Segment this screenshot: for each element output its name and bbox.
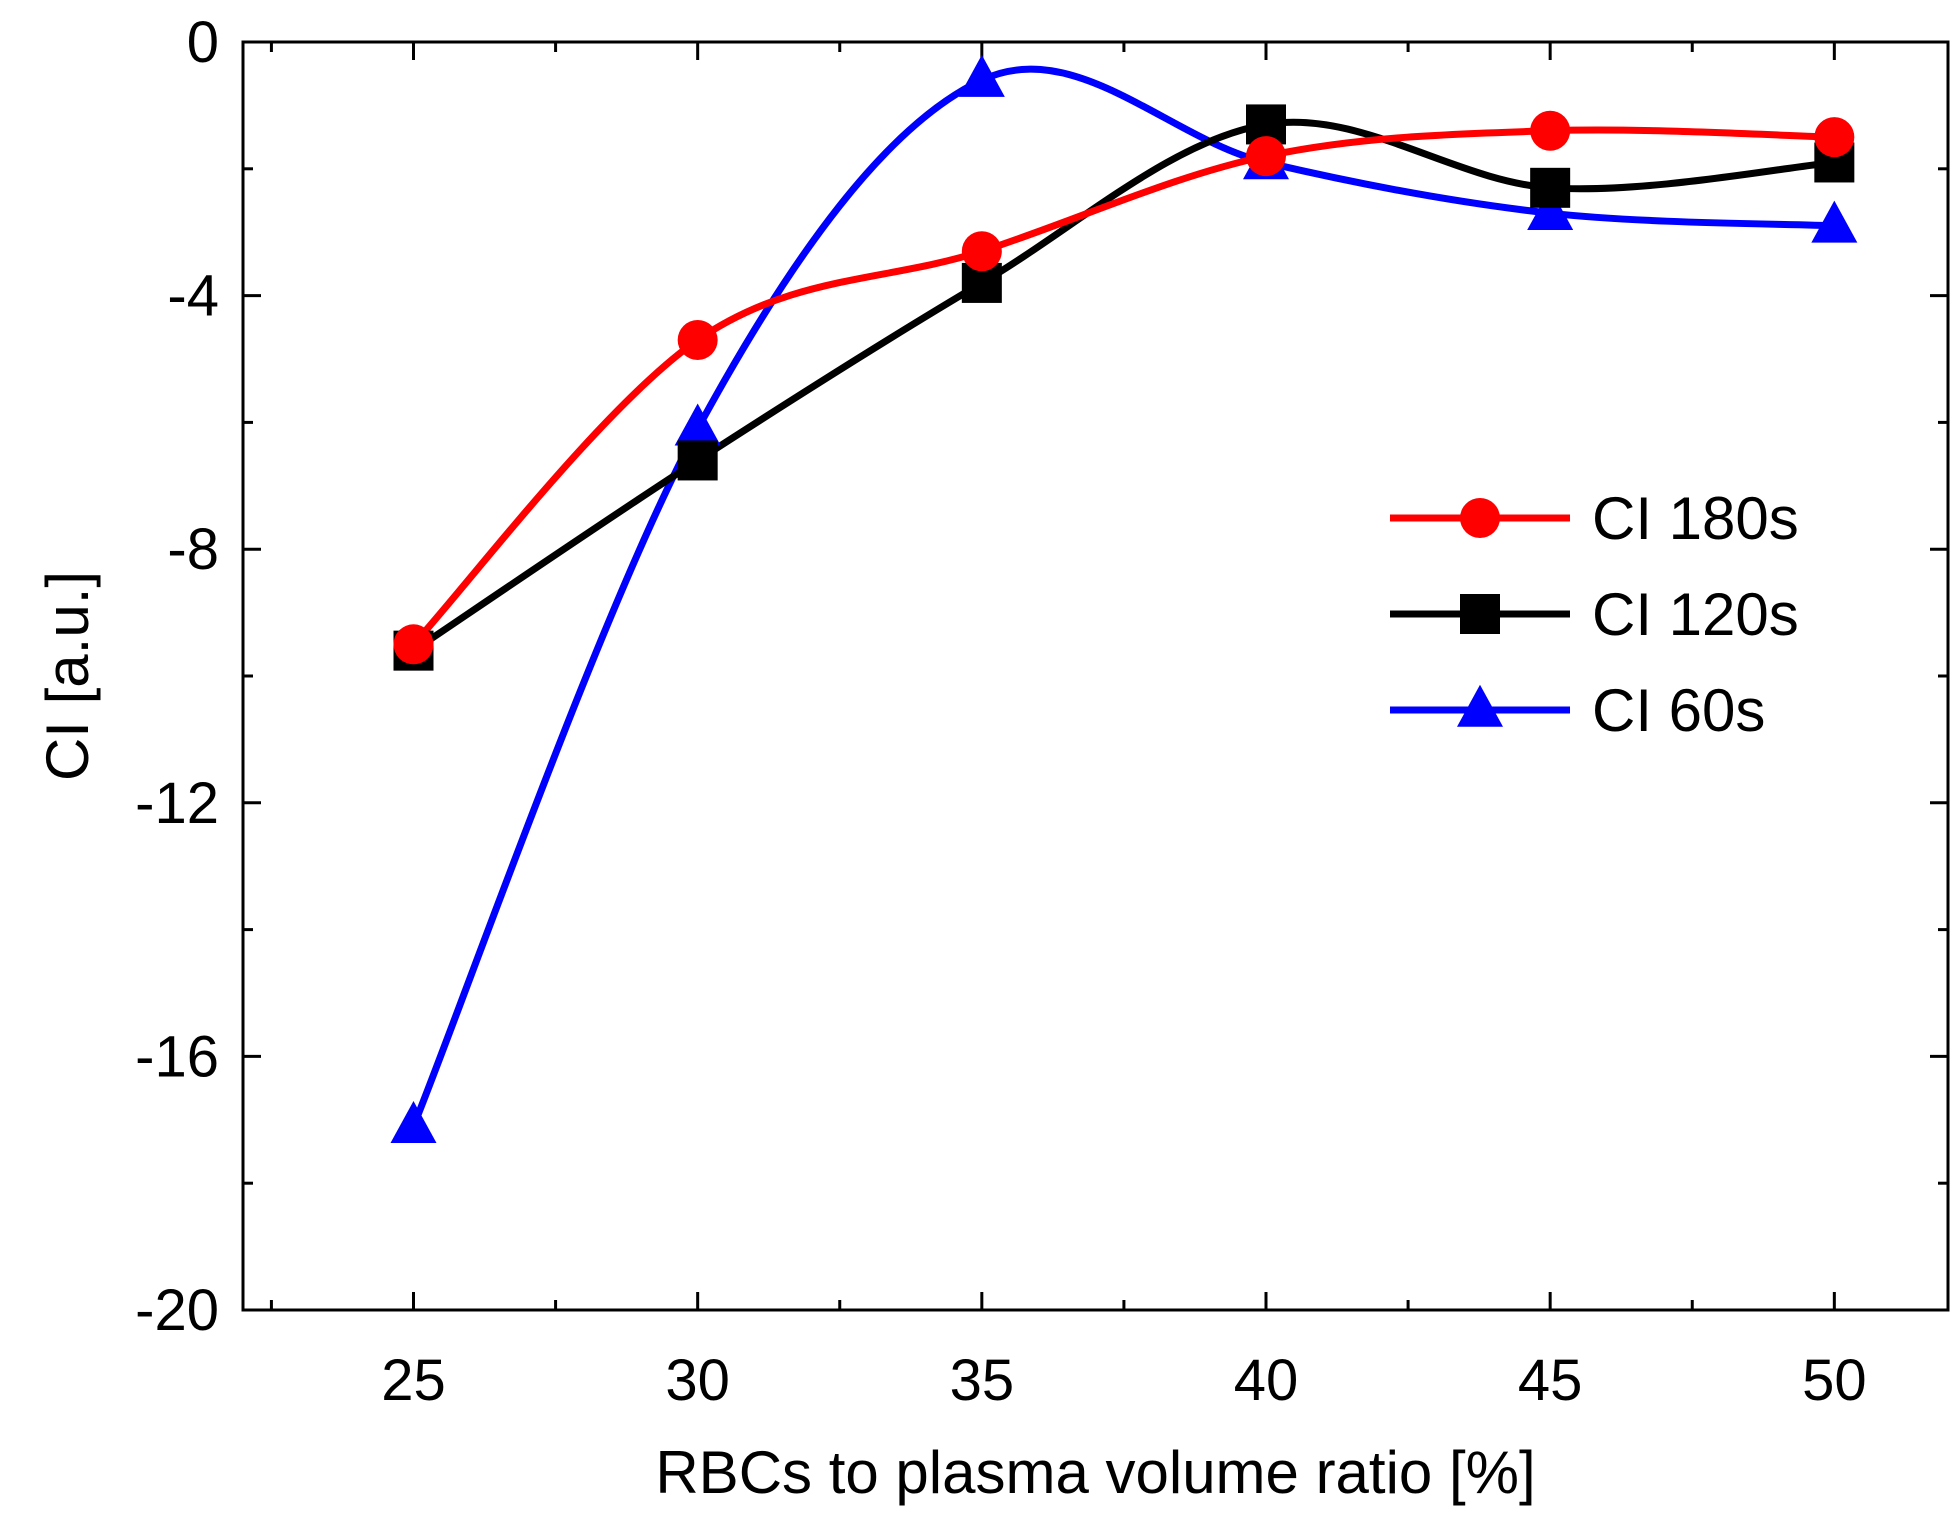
data-point (390, 1100, 437, 1143)
legend-marker (1460, 498, 1500, 538)
y-tick-label: -12 (135, 771, 219, 836)
series-line (410, 126, 1838, 648)
x-tick-label: 35 (950, 1348, 1015, 1413)
y-tick-label: -20 (135, 1278, 219, 1343)
data-point (958, 54, 1005, 97)
legend-marker (1460, 594, 1500, 634)
data-point (677, 440, 718, 481)
series-markers-circle (393, 110, 1855, 665)
data-point (1811, 200, 1858, 243)
data-point (1527, 187, 1574, 230)
legend-item: CI 60s (1390, 677, 1765, 744)
x-tick-label: 30 (665, 1348, 730, 1413)
y-tick-label: -16 (135, 1024, 219, 1089)
y-tick-label: -4 (167, 264, 219, 329)
x-tick-label: 40 (1234, 1348, 1299, 1413)
legend-label: CI 120s (1592, 581, 1799, 648)
data-point (1246, 136, 1286, 177)
data-point (674, 403, 721, 446)
legend-label: CI 60s (1592, 677, 1765, 744)
y-axis-title: CI [a.u.] (34, 571, 101, 781)
series-circle (410, 126, 1838, 648)
y-tick-label: -8 (167, 517, 219, 582)
legend-label: CI 180s (1592, 485, 1799, 552)
series-group (390, 54, 1858, 1143)
data-point (961, 231, 1002, 272)
y-tick-label: 0 (187, 10, 219, 75)
data-point (677, 319, 718, 360)
data-point (1530, 167, 1571, 208)
legend-item: CI 180s (1390, 485, 1799, 552)
x-tick-label: 25 (381, 1348, 446, 1413)
legend-marker (1457, 684, 1503, 727)
data-point (1530, 110, 1571, 151)
x-tick-label: 45 (1518, 1348, 1583, 1413)
x-axis-title: RBCs to plasma volume ratio [%] (655, 1439, 1535, 1506)
legend-item: CI 120s (1390, 581, 1799, 648)
axes: 25 30 35 40 45 50 0 -4 -8 -12 -16 -20 (135, 10, 1950, 1413)
data-point (393, 624, 434, 665)
data-point (1814, 117, 1855, 158)
plot-frame (241, 40, 1950, 1312)
x-tick-label: 50 (1802, 1348, 1867, 1413)
legend: CI 180s CI 120s CI 60s (1390, 485, 1799, 744)
